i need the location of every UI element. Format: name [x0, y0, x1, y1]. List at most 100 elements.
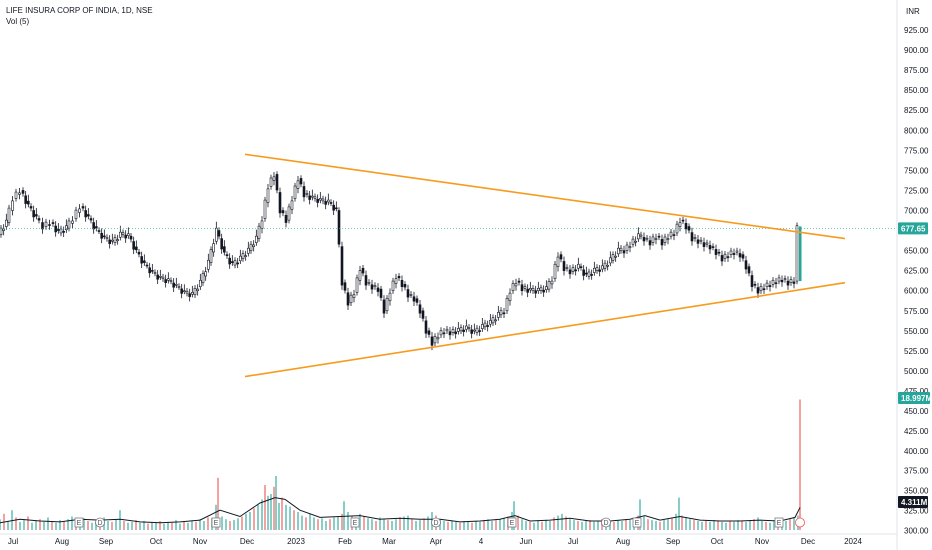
candle-body: [388, 292, 392, 302]
volume-bar: [233, 520, 235, 530]
volume-ma-layer: [0, 497, 801, 524]
candle-body: [587, 271, 591, 277]
candle-body: [59, 228, 63, 234]
candle-body: [553, 263, 557, 279]
candle-body: [595, 267, 599, 271]
volume-bar: [367, 518, 369, 530]
candle-body: [249, 243, 253, 251]
candle-body: [62, 231, 65, 233]
volume-bar: [671, 518, 673, 530]
volume-bar: [383, 519, 385, 530]
candle-body: [84, 210, 87, 218]
volume-bar: [19, 521, 21, 530]
volume-bar: [135, 520, 137, 530]
time-tick-label: Oct: [150, 537, 163, 546]
earnings-event-icon[interactable]: E: [774, 517, 784, 528]
flash-event-icon[interactable]: [795, 517, 805, 528]
dividend-event-icon[interactable]: D: [431, 517, 441, 528]
candle-body: [729, 250, 733, 255]
candle-body: [177, 286, 181, 288]
currency-label[interactable]: INR: [906, 7, 920, 16]
earnings-event-icon[interactable]: E: [632, 517, 642, 528]
candle-body: [448, 331, 452, 336]
volume-bar: [333, 517, 335, 530]
event-label: D: [603, 520, 608, 527]
candle-body: [153, 272, 157, 274]
event-label: E: [77, 520, 82, 527]
volume-bar: [609, 521, 611, 530]
candle-body: [556, 256, 560, 267]
volume-bar: [678, 497, 680, 530]
last-candle: [799, 226, 802, 282]
candle-body: [708, 245, 712, 250]
candle-body: [343, 282, 347, 291]
volume-bar: [785, 521, 787, 530]
volume-bar: [305, 517, 307, 530]
upper-trendline[interactable]: [244, 153, 846, 240]
volume-bar: [167, 521, 169, 530]
volume-bar: [427, 516, 429, 530]
candle-body: [241, 253, 245, 259]
candle-body: [406, 289, 410, 298]
candle-body: [403, 284, 407, 288]
earnings-event-icon[interactable]: E: [74, 517, 84, 528]
candle-body: [67, 220, 71, 229]
candle-body: [260, 220, 264, 229]
chart-title: LIFE INSURA CORP OF INDIA, 1D, NSE: [6, 6, 153, 15]
volume-bar: [415, 521, 417, 530]
earnings-event-icon[interactable]: E: [350, 517, 360, 528]
volume-bar: [139, 522, 141, 530]
trendline-layer[interactable]: [244, 153, 846, 378]
candle-body: [660, 239, 664, 246]
earnings-event-icon[interactable]: E: [211, 517, 221, 528]
last-price-tag-bg: [898, 222, 928, 235]
price-tags: 677.65 18.997M 4.311M: [898, 222, 932, 508]
volume-bar: [573, 520, 575, 530]
candle-body: [352, 294, 356, 298]
candle-body: [415, 298, 419, 303]
candle-body: [537, 288, 540, 292]
volume-bar: [455, 521, 457, 530]
candle-body: [508, 292, 512, 302]
volume-bar: [203, 521, 205, 530]
candle-body: [436, 336, 440, 340]
candle-body: [95, 226, 98, 229]
volume-bar: [111, 521, 113, 530]
volume-bar: [249, 512, 251, 530]
volume-bar: [639, 499, 641, 530]
dividend-event-icon[interactable]: D: [601, 517, 611, 528]
candle-body: [582, 269, 585, 276]
candle-body: [89, 218, 93, 221]
price-tick-label: 825.00: [904, 106, 929, 115]
price-tick-label: 600.00: [904, 287, 929, 296]
candle-body: [119, 231, 122, 238]
candle-body: [678, 222, 682, 227]
candle-body: [590, 274, 593, 276]
volume-bar: [119, 510, 121, 530]
time-axis[interactable]: Jul Aug Sep Oct Nov Dec 2023 Feb Mar Apr 4 Jun Jul Au…: [8, 537, 863, 546]
candle-body: [212, 243, 215, 253]
lower-trendline[interactable]: [244, 281, 846, 378]
volume-bar: [163, 523, 165, 530]
event-label: E: [353, 520, 358, 527]
volume-bar: [525, 521, 527, 530]
candle-body: [547, 281, 551, 290]
volume-bar: [399, 517, 401, 530]
candle-body: [397, 275, 401, 279]
price-tick-label: 900.00: [904, 46, 929, 55]
candle-body: [161, 276, 165, 279]
price-axis[interactable]: 925.00 900.00 875.00 850.00 825.00 800.00 775.…: [904, 26, 929, 535]
candle-body: [199, 279, 202, 288]
volume-bar: [229, 521, 231, 530]
volume-bar: [87, 521, 89, 530]
last-volume-tag: 18.997M: [901, 394, 932, 403]
earnings-event-icon[interactable]: E: [507, 517, 517, 528]
dividend-event-icon[interactable]: D: [95, 517, 105, 528]
candle-body: [663, 236, 667, 243]
candle-body: [531, 288, 535, 292]
candle-body: [223, 246, 226, 253]
candle-body: [762, 288, 766, 291]
candle-body: [622, 250, 626, 254]
